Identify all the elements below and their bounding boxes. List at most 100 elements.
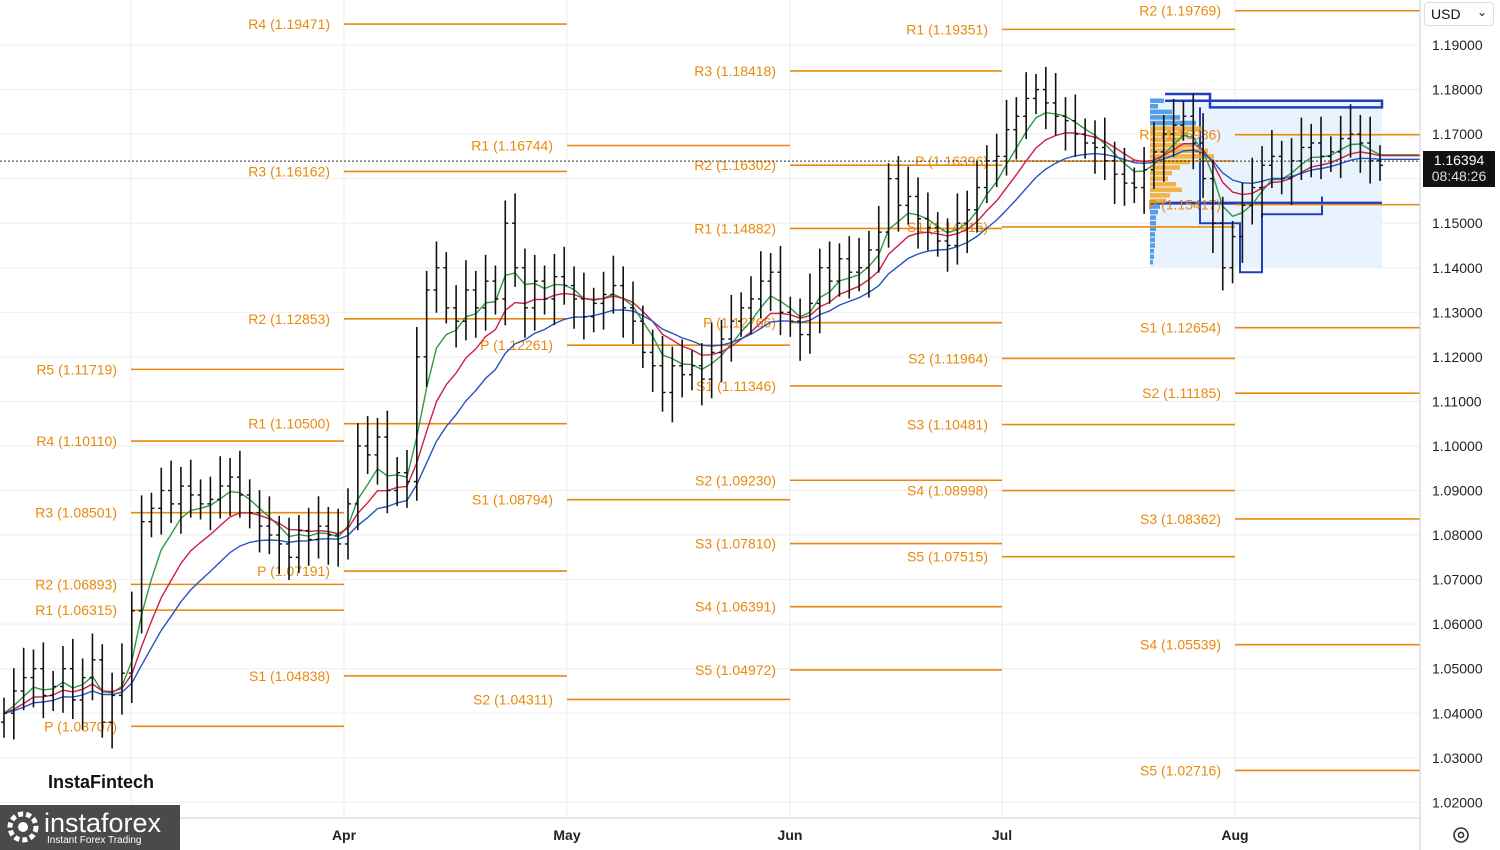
vp-bar — [1150, 98, 1164, 103]
pivot-label: R3 (1.18418) — [694, 63, 776, 79]
vp-bar — [1150, 148, 1208, 154]
vp-bar — [1150, 243, 1155, 248]
vp-bar — [1150, 154, 1214, 159]
vp-bar — [1150, 159, 1190, 165]
moving-averages — [3, 111, 1420, 714]
pivot-label: S1 (1.08794) — [472, 492, 553, 508]
pivot-label: R4 (1.19471) — [248, 16, 330, 32]
bar-countdown: 08:48:26 — [1431, 168, 1487, 184]
y-tick-label: 1.08000 — [1432, 527, 1483, 543]
vp-bar — [1150, 181, 1176, 187]
vp-bar — [1150, 131, 1188, 137]
pivot-label: P (1.03707) — [44, 718, 117, 734]
pivot-label: R3 (1.16162) — [248, 163, 330, 179]
pivot-label: R4 (1.10110) — [36, 433, 117, 449]
y-tick-label: 1.05000 — [1432, 661, 1483, 677]
vp-bar — [1150, 215, 1156, 220]
pivot-label: S5 (1.02716) — [1140, 762, 1221, 778]
y-tick-label: 1.12000 — [1432, 349, 1483, 365]
vp-bar — [1150, 176, 1168, 181]
currency-value: USD — [1431, 6, 1461, 22]
pivot-label: S2 (1.04311) — [473, 691, 553, 707]
pivot-label: R2 (1.06893) — [35, 576, 117, 592]
pivot-label: S4 (1.08998) — [907, 483, 988, 499]
pivot-label: S2 (1.11185) — [1142, 385, 1221, 401]
pivot-label: S1 (1.12654) — [1140, 320, 1221, 336]
volume-profile — [1150, 92, 1384, 274]
x-tick-label: Aug — [1221, 827, 1248, 843]
instaforex-logo: instaforex Instant Forex Trading — [0, 805, 180, 850]
vp-bar — [1150, 226, 1156, 232]
vp-bar — [1150, 143, 1194, 148]
y-tick-label: 1.10000 — [1432, 438, 1483, 454]
y-tick-label: 1.03000 — [1432, 750, 1483, 766]
pivot-label: R1 (1.19351) — [906, 21, 988, 37]
x-tick-label: May — [553, 827, 580, 843]
vp-bar — [1150, 254, 1154, 259]
vp-bar — [1150, 170, 1172, 176]
vp-bar — [1150, 248, 1154, 254]
x-tick-label: Apr — [332, 827, 357, 843]
moving-average-line — [3, 132, 1420, 714]
vp-bar — [1150, 259, 1153, 265]
vp-bar — [1150, 209, 1158, 215]
vp-high-line — [1165, 92, 1384, 109]
vp-bar — [1150, 104, 1158, 109]
y-tick-label: 1.09000 — [1432, 483, 1483, 499]
y-tick-label: 1.07000 — [1432, 572, 1483, 588]
x-tick-label: Jul — [992, 827, 1012, 843]
y-tick-label: 1.17000 — [1432, 126, 1483, 142]
pivot-label: R2 (1.16302) — [694, 157, 776, 173]
gear-logo-icon — [7, 811, 39, 843]
vp-bar — [1150, 220, 1156, 226]
vp-bar — [1150, 126, 1202, 131]
pivot-label: S3 (1.07810) — [695, 536, 776, 552]
currency-select[interactable]: USD ⌄ — [1424, 2, 1494, 26]
pivot-label: S4 (1.05539) — [1140, 637, 1221, 653]
instafintech-logo: InstaFintech — [48, 772, 155, 792]
ohlc-bars — [1, 66, 1383, 749]
pivot-label: P (1.12766) — [703, 315, 776, 331]
current-price-value: 1.16394 — [1433, 152, 1485, 168]
pivot-label: P (1.16396) — [915, 153, 988, 169]
y-tick-label: 1.04000 — [1432, 705, 1483, 721]
pivot-label: R5 (1.11719) — [36, 361, 117, 377]
pivot-label: S1 (1.04838) — [249, 668, 330, 684]
vp-bar — [1150, 165, 1180, 170]
pivot-label: P (1.07191) — [257, 563, 330, 579]
pivot-label: S3 (1.10481) — [907, 417, 988, 433]
vp-bar — [1150, 204, 1160, 209]
vp-bar — [1150, 109, 1172, 115]
pivot-label: R2 (1.12853) — [248, 311, 330, 327]
vp-bar — [1150, 187, 1182, 193]
pivot-label: P (1.15417) — [1148, 197, 1221, 213]
vp-outline — [1199, 107, 1323, 274]
settings-icon[interactable] — [1450, 824, 1472, 846]
pivot-label: R2 (1.19769) — [1139, 3, 1221, 19]
pivot-label: R1 (1.06315) — [35, 602, 117, 618]
moving-average-line — [3, 149, 1420, 714]
pivot-label: S2 (1.11964) — [908, 350, 988, 366]
vp-bar — [1150, 137, 1180, 142]
pivot-label: S3 (1.08362) — [1140, 511, 1221, 527]
y-tick-label: 1.13000 — [1432, 304, 1483, 320]
pivot-label: R1 (1.14882) — [694, 220, 776, 236]
x-tick-label: Jun — [778, 827, 803, 843]
vp-bar — [1150, 115, 1180, 120]
y-tick-label: 1.19000 — [1432, 37, 1483, 53]
pivot-label: R1 (1.16744) — [471, 138, 553, 154]
pivot-label: P (1.12261) — [480, 337, 553, 353]
pivot-label: R3 (1.08501) — [35, 505, 117, 521]
current-price-tag: 1.16394 08:48:26 — [1423, 151, 1495, 187]
vp-bar — [1150, 232, 1155, 237]
chevron-down-icon: ⌄ — [1476, 5, 1487, 19]
y-tick-label: 1.15000 — [1432, 215, 1483, 231]
vp-bar — [1150, 193, 1170, 198]
vp-bar — [1150, 237, 1155, 243]
pivot-label: S1 (1.11346) — [696, 378, 776, 394]
y-tick-label: 1.06000 — [1432, 616, 1483, 632]
pivot-levels: R4 (1.19471) R3 (1.16162) R2 (1.12853) R1 (… — [0, 3, 1420, 778]
grid-lines — [0, 0, 1420, 818]
